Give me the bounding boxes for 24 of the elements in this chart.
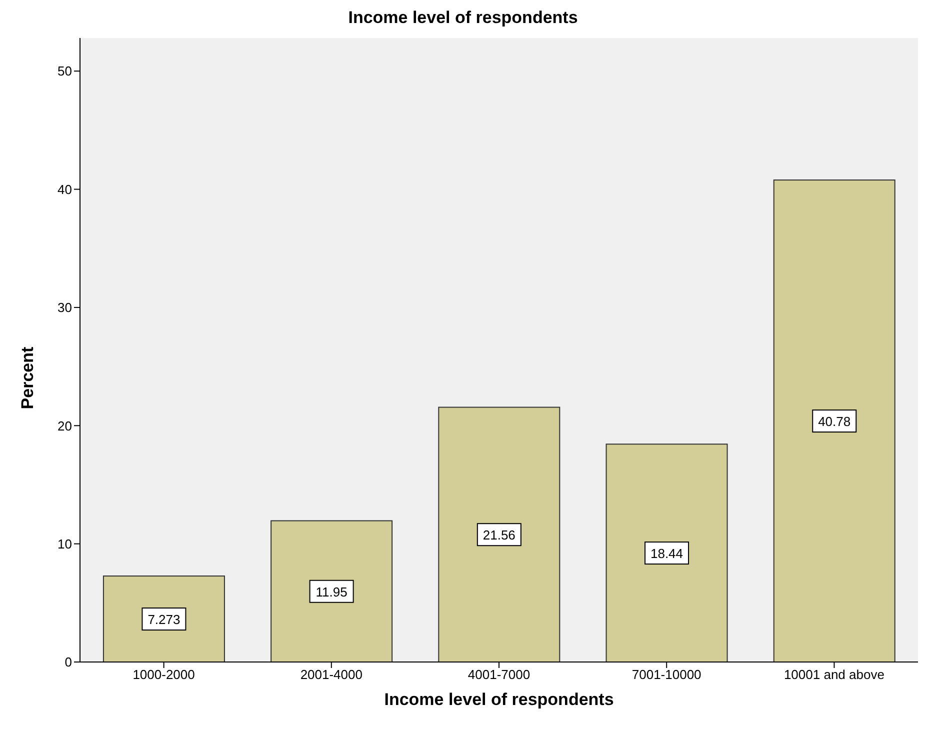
bar [270, 520, 393, 662]
chart-title: Income level of respondents [347, 8, 579, 28]
y-tick-label: 30 [58, 300, 72, 316]
x-tick-label: 1000-2000 [132, 667, 195, 682]
data-label: 7.273 [148, 612, 180, 628]
bar [102, 576, 225, 662]
x-axis-title: Income level of respondents [383, 690, 615, 710]
y-tick-label: 50 [58, 64, 72, 79]
y-tick-label: 40 [58, 182, 72, 197]
y-tick-label: 10 [58, 536, 72, 552]
data-label: 11.95 [316, 584, 348, 600]
x-tick-label: 2001-4000 [300, 667, 362, 682]
bar [773, 180, 896, 662]
x-tick-label: 7001-10000 [632, 667, 702, 682]
y-tick-label: 0 [64, 654, 72, 670]
bar [606, 444, 728, 662]
bar [438, 406, 560, 662]
data-label: 21.56 [482, 528, 516, 543]
data-label: 18.44 [650, 546, 684, 562]
x-tick-label: 10001 and above [784, 667, 884, 682]
y-tick-label: 20 [58, 418, 72, 434]
y-axis-title: Percent [18, 346, 38, 412]
x-tick-label: 4001-7000 [468, 667, 530, 682]
data-label: 40.78 [818, 414, 851, 430]
